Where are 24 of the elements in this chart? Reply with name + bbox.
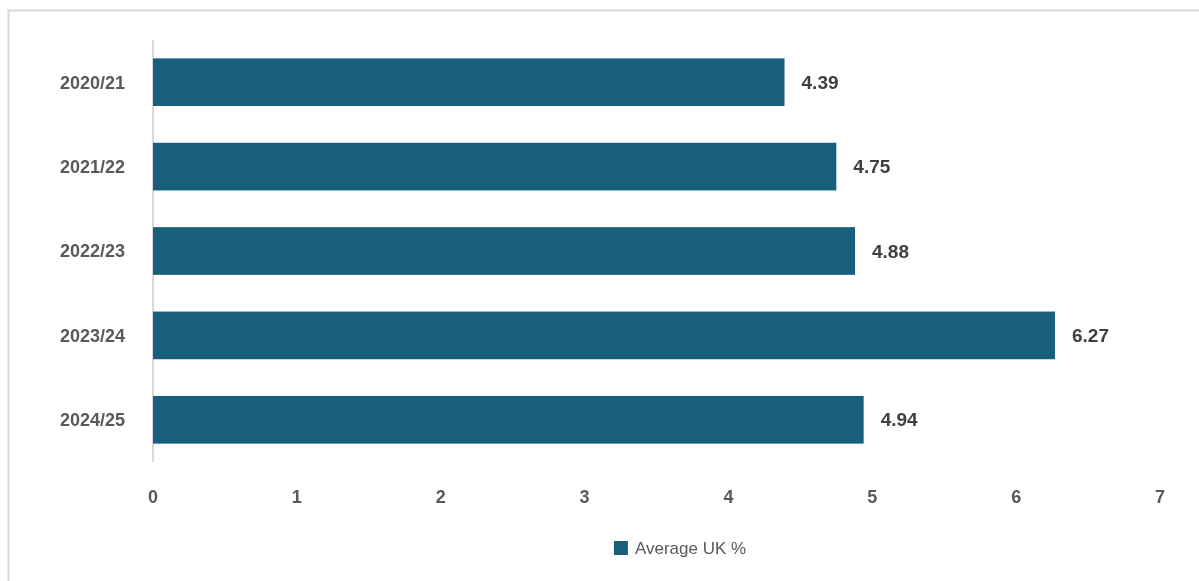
x-tick-label: 6 [1011, 487, 1022, 508]
bar [153, 142, 837, 191]
x-tick-label: 0 [147, 487, 159, 508]
x-tick-label: 7 [1154, 487, 1166, 508]
x-tick-label: 3 [579, 487, 590, 508]
x-tick-label: 1 [291, 487, 302, 508]
y-tick-label: 2024/25 [59, 410, 125, 431]
data-label: 4.75 [853, 156, 891, 178]
data-label: 6.27 [1071, 325, 1109, 347]
y-tick-label: 2022/23 [59, 241, 125, 262]
y-tick-label: 2021/22 [59, 156, 125, 177]
data-label: 4.39 [801, 71, 839, 93]
bar [153, 58, 785, 107]
x-tick-label: 2 [435, 487, 446, 508]
data-label: 4.88 [872, 240, 910, 262]
data-label: 4.94 [880, 409, 919, 431]
y-tick-label: 2023/24 [59, 325, 125, 346]
bar [153, 227, 856, 275]
bar [153, 395, 864, 444]
y-tick-label: 2020/21 [59, 72, 125, 93]
legend-label: Average UK % [634, 538, 747, 558]
x-tick-label: 4 [723, 487, 734, 508]
x-tick-label: 5 [867, 487, 878, 508]
bar [153, 311, 1055, 360]
